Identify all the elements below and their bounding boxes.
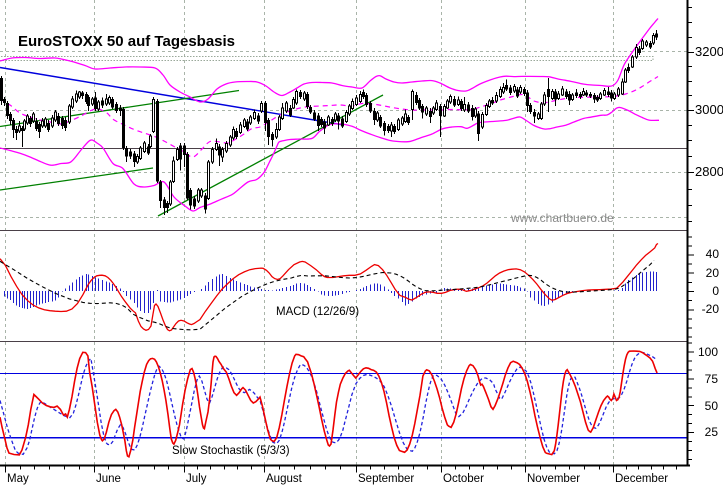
svg-text:MACD (12/26/9): MACD (12/26/9) (276, 306, 359, 318)
svg-text:August: August (266, 473, 303, 485)
svg-text:25: 25 (705, 425, 719, 439)
svg-text:100: 100 (698, 345, 718, 359)
svg-text:75: 75 (705, 372, 719, 386)
svg-text:50: 50 (705, 399, 719, 413)
svg-text:October: October (443, 473, 484, 485)
svg-text:2800: 2800 (695, 164, 723, 179)
svg-text:September: September (358, 473, 414, 485)
svg-text:0: 0 (712, 284, 719, 298)
svg-text:40: 40 (706, 247, 720, 261)
svg-text:July: July (186, 473, 207, 485)
svg-text:3000: 3000 (695, 102, 723, 117)
svg-text:Slow Stochastik (5/3/3): Slow Stochastik (5/3/3) (172, 445, 290, 457)
svg-text:-20: -20 (702, 302, 720, 316)
svg-text:May: May (7, 473, 29, 485)
svg-text:www.chartbuero.de: www.chartbuero.de (510, 211, 614, 225)
svg-text:June: June (96, 473, 121, 485)
svg-text:December: December (615, 473, 668, 485)
svg-text:November: November (527, 473, 580, 485)
svg-text:3200: 3200 (695, 44, 723, 59)
svg-text:EuroSTOXX 50 auf Tagesbasis: EuroSTOXX 50 auf Tagesbasis (18, 33, 235, 50)
svg-text:20: 20 (706, 266, 720, 280)
